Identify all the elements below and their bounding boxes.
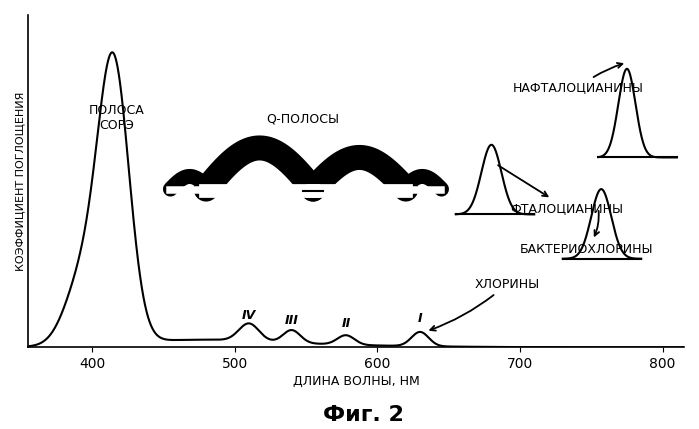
Text: ПОЛОСА
СОРЭ: ПОЛОСА СОРЭ (88, 104, 144, 132)
Text: Q-ПОЛОСЫ: Q-ПОЛОСЫ (266, 113, 340, 126)
Y-axis label: КОЭФФИЦИЕНТ ПОГЛОЩЕНИЯ: КОЭФФИЦИЕНТ ПОГЛОЩЕНИЯ (15, 91, 25, 271)
X-axis label: ДЛИНА ВОЛНЫ, НМ: ДЛИНА ВОЛНЫ, НМ (292, 375, 419, 388)
Text: I: I (418, 312, 422, 325)
Text: III: III (284, 314, 298, 327)
Text: НАФТАЛОЦИАНИНЫ: НАФТАЛОЦИАНИНЫ (513, 63, 644, 94)
Text: II: II (341, 317, 350, 330)
Text: ХЛОРИНЫ: ХЛОРИНЫ (431, 278, 540, 331)
Text: IV: IV (242, 309, 256, 322)
Text: БАКТЕРИОХЛОРИНЫ: БАКТЕРИОХЛОРИНЫ (520, 211, 654, 256)
Text: Фиг. 2: Фиг. 2 (323, 405, 404, 425)
Text: ФТАЛОЦИАНИНЫ: ФТАЛОЦИАНИНЫ (498, 165, 623, 214)
